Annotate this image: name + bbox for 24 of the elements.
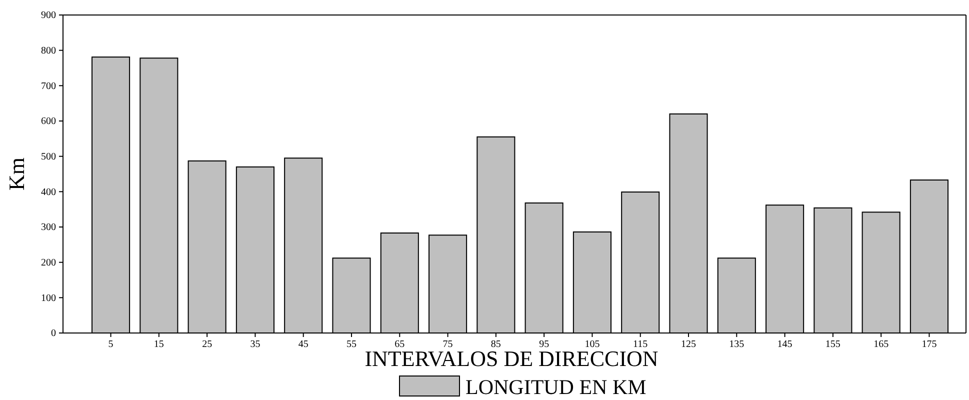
- y-axis-title: Km: [4, 158, 29, 190]
- x-tick-label: 165: [874, 339, 889, 350]
- y-tick-label: 600: [41, 116, 56, 128]
- x-tick-label: 45: [298, 339, 308, 350]
- y-tick-label: 300: [41, 222, 56, 234]
- x-tick-label: 155: [825, 339, 840, 350]
- x-tick-label: 125: [681, 339, 696, 350]
- y-tick-label: 700: [41, 80, 56, 92]
- y-tick-label: 0: [51, 328, 56, 340]
- legend-label: LONGITUD EN KM: [466, 375, 647, 399]
- y-tick-label: 500: [41, 152, 56, 163]
- x-tick-label: 55: [346, 339, 356, 350]
- x-tick-label: 135: [729, 339, 744, 350]
- x-tick-label: 35: [250, 339, 260, 350]
- y-tick-label: 100: [41, 292, 56, 304]
- y-tick-label: 900: [41, 10, 56, 22]
- x-tick-label: 15: [154, 339, 164, 350]
- x-tick-label: 145: [777, 339, 792, 350]
- x-tick-label: 25: [202, 339, 212, 350]
- x-tick-label: 175: [922, 339, 937, 350]
- y-tick-label: 800: [41, 46, 56, 57]
- y-tick-label: 200: [41, 258, 56, 269]
- x-tick-label: 5: [108, 339, 114, 350]
- y-tick-label: 400: [41, 186, 56, 198]
